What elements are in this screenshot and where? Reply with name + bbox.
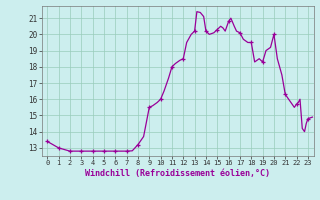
X-axis label: Windchill (Refroidissement éolien,°C): Windchill (Refroidissement éolien,°C) (85, 169, 270, 178)
